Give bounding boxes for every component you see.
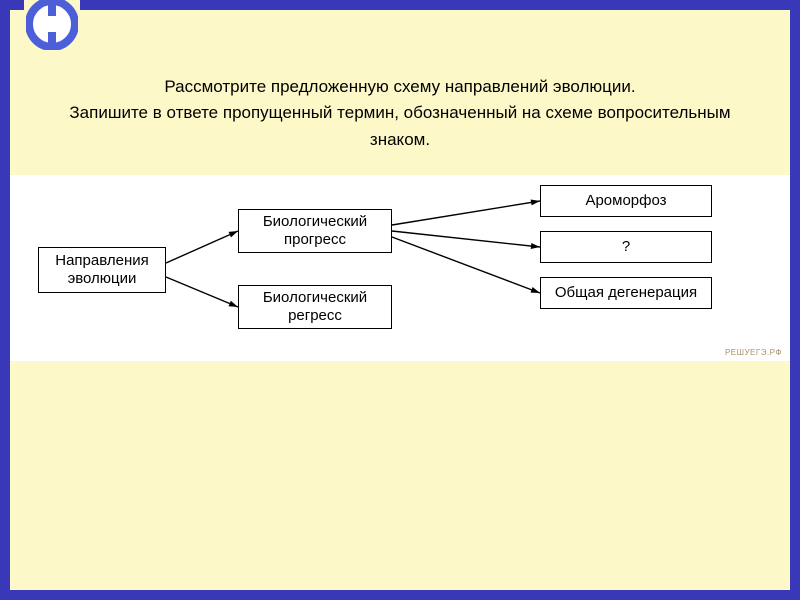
slide-panel: Рассмотрите предложенную схему направлен… <box>10 10 790 590</box>
title-block: Рассмотрите предложенную схему направлен… <box>10 10 790 169</box>
title-line-1: Рассмотрите предложенную схему направлен… <box>50 74 750 100</box>
edge-arrow <box>392 231 540 249</box>
edge-arrow <box>166 231 238 263</box>
title-line-2: Запишите в ответе пропущенный термин, об… <box>50 100 750 153</box>
logo-icon <box>26 0 78 50</box>
outer-frame: Рассмотрите предложенную схему направлен… <box>0 0 800 600</box>
node-root: Направленияэволюции <box>38 247 166 293</box>
diagram-area: РЕШУЕГЭ.РФ Направленияэволюции Биологичес… <box>10 175 790 361</box>
node-unknown: ? <box>540 231 712 263</box>
node-aro: Ароморфоз <box>540 185 712 217</box>
edge-arrow <box>392 237 540 293</box>
watermark: РЕШУЕГЭ.РФ <box>725 348 782 357</box>
edge-arrow <box>166 277 238 307</box>
slide-logo <box>24 0 80 52</box>
edge-arrow <box>392 200 540 226</box>
node-regr: Биологическийрегресс <box>238 285 392 329</box>
node-deg: Общая дегенерация <box>540 277 712 309</box>
node-prog: Биологическийпрогресс <box>238 209 392 253</box>
